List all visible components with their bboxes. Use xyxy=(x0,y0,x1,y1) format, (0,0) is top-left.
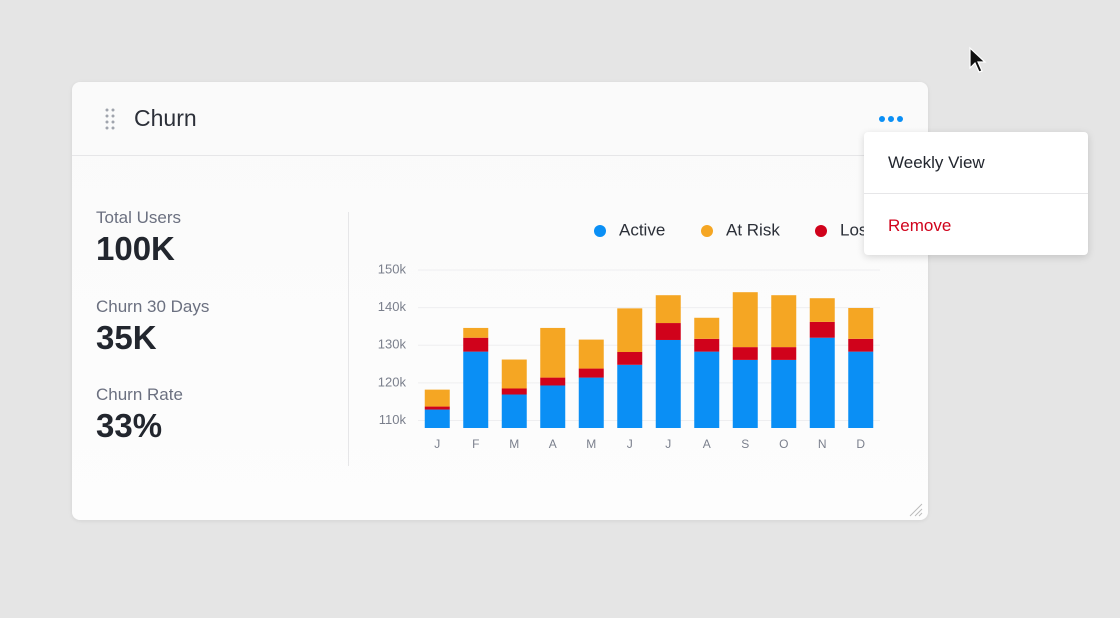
legend-swatch xyxy=(815,225,827,237)
x-tick-label: A xyxy=(703,437,711,451)
mouse-cursor xyxy=(969,46,987,73)
bar-segment xyxy=(424,406,450,410)
menu-item[interactable]: Remove xyxy=(888,216,952,235)
bar-segment xyxy=(578,377,604,428)
bar-segment xyxy=(501,388,527,395)
stat-label: Churn Rate xyxy=(96,385,183,404)
x-tick-label: J xyxy=(627,437,633,451)
y-tick-label: 150k xyxy=(378,261,407,276)
resize-handle[interactable] xyxy=(906,500,924,518)
bar-segment xyxy=(771,359,797,428)
x-tick-label: N xyxy=(818,437,827,451)
legend-swatch xyxy=(701,225,713,237)
stat-label: Churn 30 Days xyxy=(96,297,210,316)
menu-item[interactable]: Weekly View xyxy=(888,153,985,172)
bar-segment xyxy=(617,308,643,353)
stat-label: Total Users xyxy=(96,208,182,227)
x-tick-label: D xyxy=(856,437,865,451)
more-button[interactable] xyxy=(878,115,906,123)
legend-label: At Risk xyxy=(726,220,780,239)
legend-label: Active xyxy=(619,220,665,239)
divider xyxy=(348,212,349,466)
bar-segment xyxy=(848,307,874,339)
y-tick-label: 110k xyxy=(379,412,407,427)
bar-segment xyxy=(848,351,874,428)
bar-segment xyxy=(809,321,835,338)
bar-segment xyxy=(809,337,835,428)
bar-segment xyxy=(771,347,797,360)
card-title: Churn xyxy=(134,105,197,131)
legend-swatch xyxy=(594,225,606,237)
y-tick-label: 120k xyxy=(378,374,407,389)
stat-value: 35K xyxy=(96,319,157,356)
bar-segment xyxy=(694,338,720,352)
bar-segment xyxy=(809,298,835,322)
y-tick-label: 140k xyxy=(378,299,407,314)
stat-value: 100K xyxy=(96,230,175,267)
bar-segment xyxy=(463,327,489,338)
x-tick-label: O xyxy=(779,437,788,451)
x-tick-label: F xyxy=(472,437,479,451)
bar-segment xyxy=(655,323,681,340)
card-header: Churn xyxy=(72,82,928,156)
bar-segment xyxy=(578,339,604,369)
bar-segment xyxy=(694,351,720,428)
bar-segment xyxy=(732,347,758,360)
stat-value: 33% xyxy=(96,407,163,444)
x-tick-label: A xyxy=(549,437,557,451)
menu-divider xyxy=(864,193,1088,194)
x-tick-label: M xyxy=(509,437,519,451)
bar-segment xyxy=(617,352,643,365)
bar-segment xyxy=(771,295,797,348)
bar-segment xyxy=(540,385,566,428)
x-tick-label: J xyxy=(665,437,671,451)
bar-segment xyxy=(540,327,566,378)
bar-segment xyxy=(424,389,450,407)
bar-segment xyxy=(540,377,566,386)
bar-segment xyxy=(694,317,720,339)
bar-segment xyxy=(655,295,681,324)
dropdown-menu: Weekly View Remove xyxy=(864,132,1088,255)
bar-segment xyxy=(732,359,758,428)
bar-segment xyxy=(501,394,527,428)
y-tick-label: 130k xyxy=(378,337,407,352)
bar-segment xyxy=(655,339,681,428)
bar-segment xyxy=(617,364,643,428)
bar-segment xyxy=(578,368,604,378)
bar-segment xyxy=(463,351,489,428)
x-tick-label: M xyxy=(586,437,596,451)
bar-segment xyxy=(463,337,489,352)
drag-handle[interactable] xyxy=(104,107,116,131)
bar-segment xyxy=(732,292,758,348)
bar-segment xyxy=(424,409,450,428)
bar-segment xyxy=(501,359,527,389)
x-tick-label: J xyxy=(434,437,440,451)
x-tick-label: S xyxy=(741,437,749,451)
bar-segment xyxy=(848,338,874,352)
